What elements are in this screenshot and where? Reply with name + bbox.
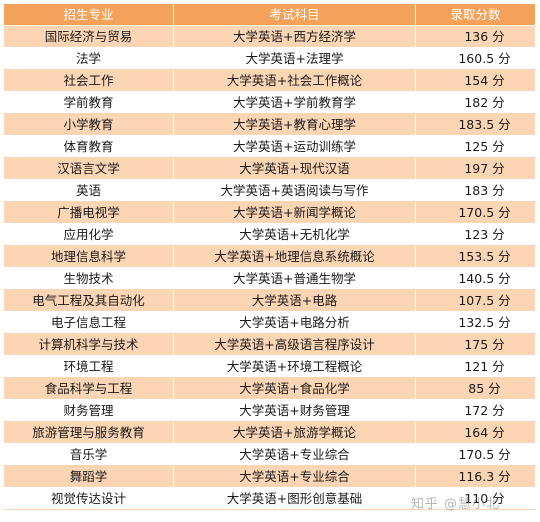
score-cell: 107.5 分 xyxy=(415,289,536,312)
subjects-cell: 大学英语+新闻学概论 xyxy=(173,201,416,224)
score-cell: 153.5 分 xyxy=(415,245,536,268)
major-cell: 国际经济与贸易 xyxy=(3,25,174,48)
table-row: 计算机科学与技术 大学英语+高级语言程序设计 175 分 xyxy=(3,333,536,356)
header-subjects: 考试科目 xyxy=(173,3,416,26)
major-cell: 法学 xyxy=(3,47,174,70)
table-body: 国际经济与贸易 大学英语+西方经济学 136 分法学 大学英语+法理学 160.5 分社… xyxy=(3,25,536,510)
score-cell: 183 分 xyxy=(415,179,536,202)
header-major: 招生专业 xyxy=(3,3,174,26)
subjects-cell: 大学英语+旅游学概论 xyxy=(173,421,416,444)
major-cell: 计算机科学与技术 xyxy=(3,333,174,356)
major-cell: 应用化学 xyxy=(3,223,174,246)
header-score: 录取分数 xyxy=(415,3,536,26)
subjects-cell: 大学英语+社会工作概论 xyxy=(173,69,416,92)
major-cell: 旅游管理与服务教育 xyxy=(3,421,174,444)
score-cell: 110 分 xyxy=(415,487,536,510)
major-cell: 音乐学 xyxy=(3,443,174,466)
admission-scores-table: 招生专业 考试科目 录取分数 国际经济与贸易 大学英语+西方经济学 136 分法学大… xyxy=(3,3,536,510)
score-cell: 170.5 分 xyxy=(415,201,536,224)
table-row: 舞蹈学 大学英语+专业综合 116.3 分 xyxy=(3,465,536,488)
subjects-cell: 大学英语+西方经济学 xyxy=(173,25,416,48)
subjects-cell: 大学英语+食品化学 xyxy=(173,377,416,400)
subjects-cell: 大学英语+现代汉语 xyxy=(173,157,416,180)
major-cell: 体育教育 xyxy=(3,135,174,158)
score-cell: 140.5 分 xyxy=(415,267,536,290)
table-row: 英语 大学英语+英语阅读与写作 183 分 xyxy=(3,179,536,202)
subjects-cell: 大学英语+高级语言程序设计 xyxy=(173,333,416,356)
table-row: 电子信息工程 大学英语+电路分析 132.5 分 xyxy=(3,311,536,334)
score-cell: 123 分 xyxy=(415,223,536,246)
subjects-cell: 大学英语+教育心理学 xyxy=(173,113,416,136)
major-cell: 小学教育 xyxy=(3,113,174,136)
major-cell: 广播电视学 xyxy=(3,201,174,224)
major-cell: 电气工程及其自动化 xyxy=(3,289,174,312)
subjects-cell: 大学英语+法理学 xyxy=(173,47,416,70)
score-cell: 121 分 xyxy=(415,355,536,378)
header-row: 招生专业 考试科目 录取分数 xyxy=(3,3,536,26)
table-row: 汉语言文学 大学英语+现代汉语 197 分 xyxy=(3,157,536,180)
score-cell: 116.3 分 xyxy=(415,465,536,488)
score-cell: 175 分 xyxy=(415,333,536,356)
score-cell: 132.5 分 xyxy=(415,311,536,334)
subjects-cell: 大学英语+英语阅读与写作 xyxy=(173,179,416,202)
major-cell: 社会工作 xyxy=(3,69,174,92)
subjects-cell: 大学英语+地理信息系统概论 xyxy=(173,245,416,268)
score-cell: 170.5 分 xyxy=(415,443,536,466)
subjects-cell: 大学英语+财务管理 xyxy=(173,399,416,422)
score-cell: 182 分 xyxy=(415,91,536,114)
table-row: 音乐学 大学英语+专业综合 170.5 分 xyxy=(3,443,536,466)
table-row: 地理信息科学 大学英语+地理信息系统概论 153.5 分 xyxy=(3,245,536,268)
table-row: 食品科学与工程 大学英语+食品化学 85 分 xyxy=(3,377,536,400)
major-cell: 食品科学与工程 xyxy=(3,377,174,400)
subjects-cell: 大学英语+运动训练学 xyxy=(173,135,416,158)
major-cell: 环境工程 xyxy=(3,355,174,378)
major-cell: 汉语言文学 xyxy=(3,157,174,180)
major-cell: 财务管理 xyxy=(3,399,174,422)
subjects-cell: 大学英语+电路 xyxy=(173,289,416,312)
subjects-cell: 大学英语+学前教育学 xyxy=(173,91,416,114)
table-row: 旅游管理与服务教育 大学英语+旅游学概论 164 分 xyxy=(3,421,536,444)
major-cell: 电子信息工程 xyxy=(3,311,174,334)
table-header: 招生专业 考试科目 录取分数 xyxy=(3,3,536,26)
table-row: 环境工程 大学英语+环境工程概论 121 分 xyxy=(3,355,536,378)
table-row: 电气工程及其自动化 大学英语+电路 107.5 分 xyxy=(3,289,536,312)
subjects-cell: 大学英语+电路分析 xyxy=(173,311,416,334)
subjects-cell: 大学英语+图形创意基础 xyxy=(173,487,416,510)
score-cell: 85 分 xyxy=(415,377,536,400)
score-cell: 160.5 分 xyxy=(415,47,536,70)
table-row: 视觉传达设计 大学英语+图形创意基础 110 分 xyxy=(3,487,536,510)
table-row: 国际经济与贸易 大学英语+西方经济学 136 分 xyxy=(3,25,536,48)
major-cell: 舞蹈学 xyxy=(3,465,174,488)
major-cell: 视觉传达设计 xyxy=(3,487,174,510)
score-cell: 183.5 分 xyxy=(415,113,536,136)
table-row: 学前教育 大学英语+学前教育学 182 分 xyxy=(3,91,536,114)
subjects-cell: 大学英语+专业综合 xyxy=(173,465,416,488)
major-cell: 学前教育 xyxy=(3,91,174,114)
score-cell: 136 分 xyxy=(415,25,536,48)
subjects-cell: 大学英语+环境工程概论 xyxy=(173,355,416,378)
table-row: 财务管理 大学英语+财务管理 172 分 xyxy=(3,399,536,422)
score-cell: 125 分 xyxy=(415,135,536,158)
table-row: 应用化学 大学英语+无机化学 123 分 xyxy=(3,223,536,246)
subjects-cell: 大学英语+无机化学 xyxy=(173,223,416,246)
score-cell: 197 分 xyxy=(415,157,536,180)
score-cell: 164 分 xyxy=(415,421,536,444)
table-row: 体育教育 大学英语+运动训练学 125 分 xyxy=(3,135,536,158)
major-cell: 地理信息科学 xyxy=(3,245,174,268)
score-cell: 154 分 xyxy=(415,69,536,92)
major-cell: 生物技术 xyxy=(3,267,174,290)
table-row: 法学 大学英语+法理学 160.5 分 xyxy=(3,47,536,70)
watermark: 知乎 @慧小北 xyxy=(410,497,500,512)
subjects-cell: 大学英语+专业综合 xyxy=(173,443,416,466)
table-row: 广播电视学 大学英语+新闻学概论 170.5 分 xyxy=(3,201,536,224)
major-cell: 英语 xyxy=(3,179,174,202)
table-row: 社会工作 大学英语+社会工作概论 154 分 xyxy=(3,69,536,92)
score-cell: 172 分 xyxy=(415,399,536,422)
subjects-cell: 大学英语+普通生物学 xyxy=(173,267,416,290)
table-row: 生物技术 大学英语+普通生物学 140.5 分 xyxy=(3,267,536,290)
table-row: 小学教育 大学英语+教育心理学 183.5 分 xyxy=(3,113,536,136)
